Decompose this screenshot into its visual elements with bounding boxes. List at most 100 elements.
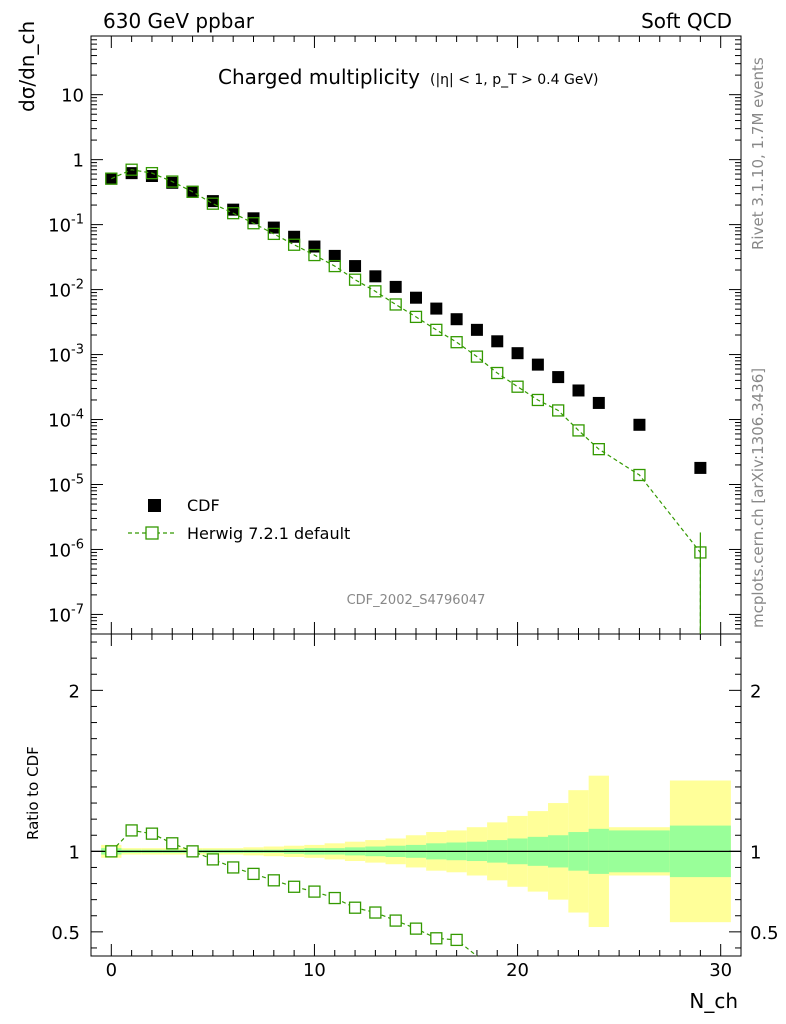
y-tick-label: 10-1 [48, 213, 84, 237]
herwig-data-point [166, 175, 179, 188]
x-tick-label: 10 [303, 960, 326, 981]
ratio-y-tick-label: 1 [69, 842, 80, 863]
main-plot-frame [90, 35, 742, 635]
x-tick-label: 0 [106, 960, 117, 981]
herwig-data-point [511, 380, 524, 393]
ratio-plot-frame [90, 633, 742, 957]
herwig-data-point [267, 227, 280, 241]
cdf-data-point [470, 323, 483, 336]
ratio-herwig-point [186, 845, 199, 858]
herwig-data-point [206, 197, 220, 210]
herwig-data-point [348, 273, 362, 286]
cdf-data-point [430, 302, 443, 315]
chart-title: Charged multiplicity [218, 65, 420, 89]
ratio-herwig-point [389, 914, 402, 927]
ratio-herwig-point [227, 861, 240, 874]
y-tick-label: 10-2 [48, 278, 84, 302]
ratio-herwig-point [267, 874, 280, 887]
herwig-data-point [125, 163, 138, 176]
ratio-herwig-point [166, 837, 179, 850]
herwig-data-point [633, 468, 646, 482]
herwig-data-point [247, 217, 260, 230]
herwig-data-point [328, 259, 341, 273]
y-tick-label: 10-6 [48, 537, 84, 561]
herwig-data-point [470, 350, 484, 363]
ratio-y-tick-label-right: 2 [750, 681, 761, 702]
ratio-herwig-point [348, 901, 362, 914]
cdf-data-point [572, 384, 585, 397]
cdf-data-point [511, 347, 524, 360]
herwig-data-point [308, 248, 321, 262]
legend-label-cdf: CDF [187, 496, 220, 515]
chart-title-cuts: (|η| < 1, p_T > 0.4 GeV) [430, 72, 599, 88]
herwig-data-point [105, 172, 118, 185]
ratio-herwig-point [450, 933, 463, 947]
cdf-data-point [349, 260, 362, 273]
ratio-y-tick-label-right: 1 [750, 842, 761, 863]
legend-marker-cdf [148, 499, 161, 512]
y-tick-label: 1 [73, 151, 84, 172]
herwig-data-point [552, 404, 565, 417]
y-tick-label: 10-4 [48, 408, 84, 432]
legend-label-herwig: Herwig 7.2.1 default [187, 524, 350, 543]
herwig-series-line [111, 169, 701, 634]
herwig-data-point [450, 336, 463, 349]
herwig-data-point [389, 298, 402, 311]
analysis-id-label: CDF_2002_S4796047 [347, 593, 486, 608]
cdf-data-point [369, 270, 382, 283]
ratio-herwig-point [125, 824, 138, 837]
ratio-y-tick-label-right: 0.5 [750, 923, 779, 944]
x-axis-label: N_ch [689, 989, 738, 1013]
cdf-data-point [694, 461, 707, 474]
cdf-data-point [288, 230, 301, 243]
cdf-data-point [227, 203, 240, 216]
y-axis-label: dσ/dn_ch [15, 21, 39, 112]
ratio-herwig-point [145, 827, 159, 840]
cdf-data-point [410, 291, 422, 304]
ratio-herwig-point [105, 845, 118, 858]
y-tick-label: 10-3 [48, 343, 84, 367]
legend-marker-herwig [145, 526, 159, 540]
cdf-data-point [166, 176, 179, 189]
herwig-data-point [430, 323, 443, 337]
ratio-herwig-point [247, 867, 260, 881]
cdf-data-point [552, 371, 565, 384]
header-right-label: Soft QCD [641, 9, 732, 33]
herwig-data-point [491, 366, 504, 380]
ratio-y-tick-label: 0.5 [51, 923, 80, 944]
ratio-herwig-point [328, 891, 341, 905]
header-left-label: 630 GeV ppbar [103, 9, 255, 33]
y-tick-label: 10-7 [48, 602, 84, 626]
rivet-version-label: Rivet 3.1.10, 1.7M events [749, 57, 767, 250]
herwig-data-point [592, 443, 605, 456]
x-tick-label: 20 [506, 960, 529, 981]
ratio-herwig-point [308, 885, 321, 898]
herwig-data-point [572, 424, 585, 437]
mcplots-label: mcplots.cern.ch [arXiv:1306.3436] [749, 368, 767, 628]
y-tick-label: 10-5 [48, 473, 84, 497]
herwig-data-point [287, 238, 301, 251]
herwig-data-point [531, 393, 545, 407]
ratio-herwig-point [206, 853, 220, 866]
cdf-data-point [267, 221, 280, 234]
cdf-data-point [450, 313, 463, 326]
cdf-data-point [145, 170, 158, 183]
ratio-herwig-point [409, 922, 423, 935]
cdf-data-point [531, 358, 544, 371]
ratio-herwig-point [369, 906, 382, 919]
herwig-data-point [227, 207, 240, 220]
cdf-data-point [633, 418, 646, 431]
herwig-data-point [186, 185, 199, 198]
cdf-data-point [308, 240, 321, 253]
cdf-data-point [592, 396, 605, 409]
ratio-herwig-point [287, 880, 301, 893]
ratio-y-axis-label: Ratio to CDF [24, 746, 42, 840]
ratio-y-tick-label: 2 [69, 681, 80, 702]
cdf-data-point [125, 167, 138, 180]
cdf-data-point [328, 249, 341, 262]
herwig-data-point [145, 166, 159, 180]
y-tick-label: 10 [61, 86, 84, 107]
x-tick-label: 30 [709, 960, 732, 981]
cdf-data-point [491, 335, 504, 348]
